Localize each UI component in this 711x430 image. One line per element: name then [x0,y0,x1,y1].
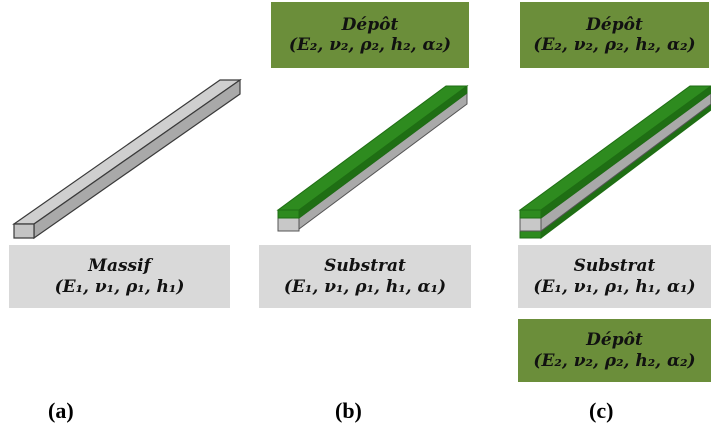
deposit-c-top-face [518,85,711,211]
deposit-c-bottom-front [519,230,542,239]
massive-beam-side-face [33,78,241,240]
deposit-c-bottom-params: (E₂, ν₂, ρ₂, h₂, α₂) [533,350,696,371]
massive-title: Massif [88,256,151,277]
substrate-b-label-box: Substrat (E₁, ν₁, ρ₁, h₁, α₁) [259,245,471,308]
deposit-b-params: (E₂, ν₂, ρ₂, h₂, α₂) [288,35,452,55]
massive-beam [12,78,242,240]
substrate-b-title: Substrat [324,256,406,277]
deposit-c-bottom-side [540,103,711,240]
deposit-b-side-face [298,85,468,219]
deposit-c-top-front [519,209,542,219]
substrate-b-side-face [298,92,468,230]
deposit-b-title: Dépôt [341,14,399,35]
deposit-c-top-title: Dépôt [586,14,643,35]
massive-params: (E₁, ν₁, ρ₁, h₁) [54,276,185,297]
deposit-b-top-face [276,85,469,211]
substrate-c-params: (E₁, ν₁, ρ₁, h₁, α₁) [533,276,696,297]
substrate-c-label-box: Substrat (E₁, ν₁, ρ₁, h₁, α₁) [518,245,711,308]
deposit-c-top-label-box: Dépôt (E₂, ν₂, ρ₂, h₂, α₂) [520,2,709,68]
deposit-c-top-params: (E₂, ν₂, ρ₂, h₂, α₂) [533,35,696,55]
substrate-c-front-face [519,217,542,232]
massive-beam-front-face [13,223,35,239]
deposit-b-label-box: Dépôt (E₂, ν₂, ρ₂, h₂, α₂) [271,2,469,68]
substrate-c-title: Substrat [573,256,656,277]
deposit-c-top-side [540,85,711,219]
massive-label-box: Massif (E₁, ν₁, ρ₁, h₁) [9,245,230,308]
massive-beam-top-face [12,79,242,225]
coated-beam-single [276,85,469,232]
substrate-c-side-face [540,92,711,232]
panel-label-c: (c) [589,398,614,423]
deposit-c-bottom-title: Dépôt [586,330,643,351]
deposit-b-front-face [277,209,300,219]
coated-beam-double [518,85,711,240]
panel-label-a: (a) [48,398,74,423]
panel-label-b: (b) [335,398,362,423]
substrate-b-front-face [277,217,300,232]
substrate-b-params: (E₁, ν₁, ρ₁, h₁, α₁) [283,276,447,297]
deposit-c-bottom-label-box: Dépôt (E₂, ν₂, ρ₂, h₂, α₂) [518,319,711,382]
